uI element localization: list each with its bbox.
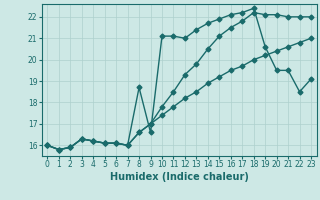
X-axis label: Humidex (Indice chaleur): Humidex (Indice chaleur) <box>110 172 249 182</box>
